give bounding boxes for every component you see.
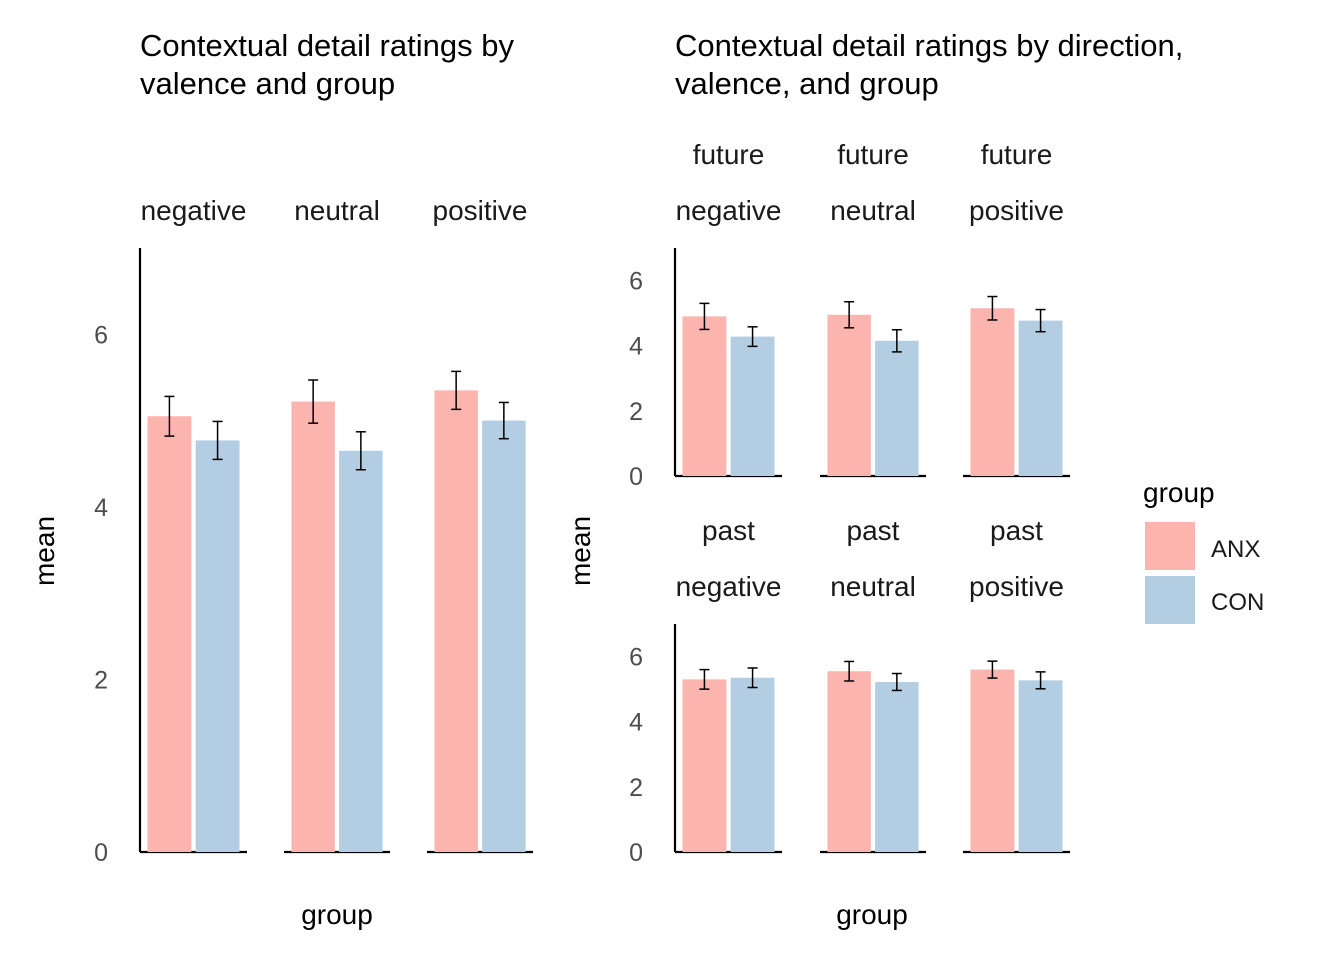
chart1-panel4-bar-con: [875, 681, 919, 852]
chart0-panel2-strip-positive: positive: [433, 195, 528, 226]
chart1-row1-y-tick-0: 0: [629, 839, 643, 867]
chart1-row0-y-tick-6: 6: [629, 268, 643, 296]
chart0-panel1-bar-anx: [291, 401, 335, 852]
chart1-panel5-bar-anx: [970, 669, 1015, 852]
chart0-panel0-bar-anx: [147, 416, 192, 852]
chart1-panel1-bar-con: [875, 340, 919, 476]
left-chart-title-line2: valence and group: [140, 66, 395, 101]
chart1-panel2-bar-con: [1018, 320, 1063, 476]
chart1-panel0-strip-future: future: [693, 139, 765, 170]
chart1-panel5-bar-con: [1018, 680, 1063, 852]
chart1-panel3-bar-anx: [682, 679, 727, 852]
legend-swatch-con: [1145, 576, 1195, 624]
chart1-panel5-strip-past: past: [990, 515, 1043, 546]
chart1-row1-y-tick-2: 2: [629, 774, 643, 802]
chart1-row0-y-tick-2: 2: [629, 398, 643, 426]
plot-panels: 0 2 4 6 negative neutral positive 0 2 4 6 0 2 4 6 futur…: [94, 139, 1070, 867]
chart1-panel5-strip-positive: positive: [969, 571, 1064, 602]
chart1-panel3-bar-con: [730, 677, 775, 852]
right-chart-title-line2: valence, and group: [675, 66, 939, 101]
left-chart-title-line1: Contextual detail ratings by: [140, 28, 514, 63]
chart1-panel0-bar-con: [730, 336, 775, 476]
chart0-row0-y-tick-6: 6: [94, 321, 108, 349]
chart1-panel2-bar-anx: [970, 308, 1015, 476]
legend-label-anx: ANX: [1211, 536, 1260, 563]
chart1-panel3-strip-past: past: [702, 515, 755, 546]
chart0-row0-y-tick-2: 2: [94, 666, 108, 694]
chart1-panel3-strip-negative: negative: [676, 571, 782, 602]
legend-title: group: [1143, 477, 1215, 508]
chart1-panel4-strip-past: past: [847, 515, 900, 546]
chart1-panel0-strip-negative: negative: [676, 195, 782, 226]
right-chart-title-line1: Contextual detail ratings by direction,: [675, 28, 1183, 63]
left-y-axis-label: mean: [29, 516, 60, 586]
legend-label-con: CON: [1211, 589, 1264, 616]
chart0-panel2-bar-anx: [434, 390, 478, 852]
chart0-panel1-strip-neutral: neutral: [294, 195, 380, 226]
right-x-axis-label: group: [836, 899, 908, 930]
chart1-panel1-bar-anx: [827, 314, 871, 476]
chart1-row1-y-tick-6: 6: [629, 644, 643, 672]
legend: group ANX CON: [1143, 477, 1264, 624]
chart0-panel0-strip-negative: negative: [141, 195, 247, 226]
chart1-panel1-strip-future: future: [837, 139, 909, 170]
chart1-panel4-strip-neutral: neutral: [830, 571, 916, 602]
chart1-panel0-bar-anx: [682, 316, 727, 476]
chart1-row0-y-tick-4: 4: [629, 333, 643, 361]
legend-swatch-anx: [1145, 522, 1195, 570]
chart1-panel1-strip-neutral: neutral: [830, 195, 916, 226]
chart0-row0-y-tick-4: 4: [94, 494, 108, 522]
right-y-axis-label: mean: [565, 516, 596, 586]
chart1-panel2-strip-future: future: [981, 139, 1053, 170]
chart1-panel4-bar-anx: [827, 671, 871, 852]
left-x-axis-label: group: [301, 899, 373, 930]
chart1-panel2-strip-positive: positive: [969, 195, 1064, 226]
chart0-panel2-bar-con: [482, 420, 526, 852]
chart0-row0-y-tick-0: 0: [94, 839, 108, 867]
chart0-panel1-bar-con: [339, 450, 383, 852]
chart1-row0-y-tick-0: 0: [629, 463, 643, 491]
chart0-panel0-bar-con: [195, 440, 240, 852]
chart1-row1-y-tick-4: 4: [629, 709, 643, 737]
